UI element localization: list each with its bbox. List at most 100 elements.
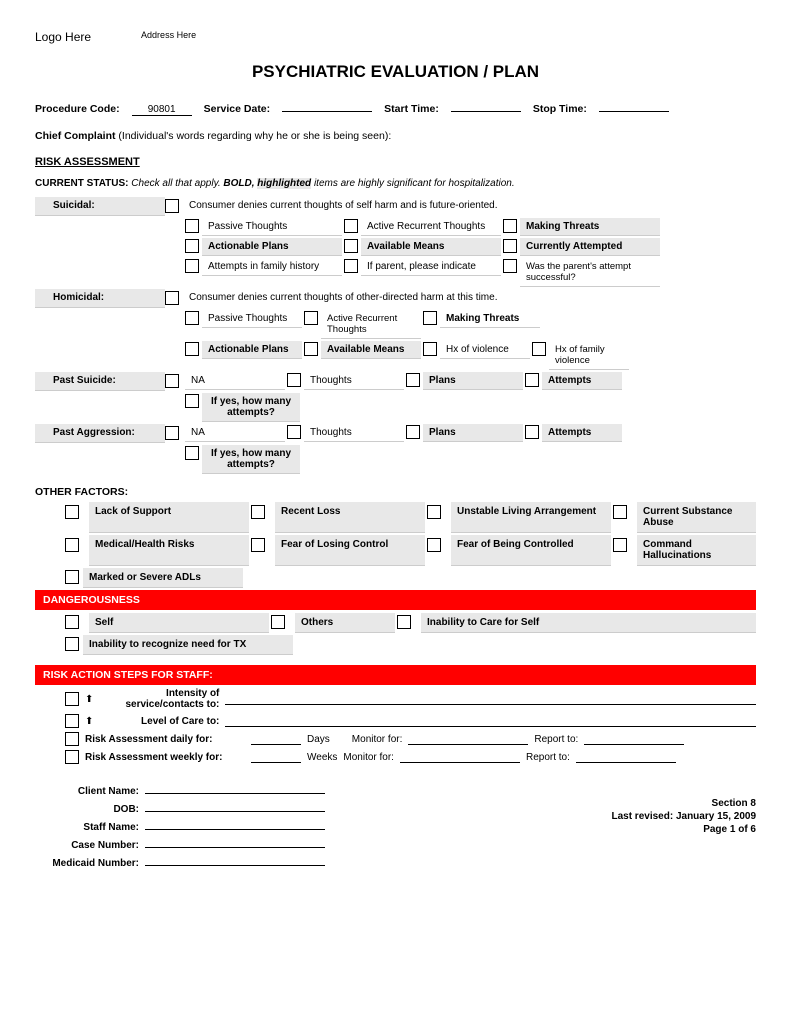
status-highlighted: highlighted	[257, 178, 311, 189]
checkbox[interactable]	[65, 505, 79, 519]
checkbox[interactable]	[406, 373, 420, 387]
item-label: Thoughts	[304, 424, 404, 442]
item-label: If yes, how many attempts?	[202, 445, 300, 474]
item-label: Fear of Being Controlled	[451, 535, 611, 566]
checkbox[interactable]	[525, 373, 539, 387]
procedure-code-label: Procedure Code:	[35, 103, 120, 115]
stop-time-input[interactable]	[599, 100, 669, 112]
checkbox[interactable]	[65, 637, 79, 651]
service-date-input[interactable]	[282, 100, 372, 112]
checkbox[interactable]	[65, 538, 79, 552]
item-label: NA	[185, 372, 285, 390]
checkbox[interactable]	[65, 714, 79, 728]
monitor-label: Monitor for:	[352, 734, 403, 745]
item-label: Marked or Severe ADLs	[83, 568, 243, 588]
checkbox[interactable]	[251, 538, 265, 552]
other-factors-head: OTHER FACTORS:	[35, 486, 756, 498]
checkbox[interactable]	[185, 219, 199, 233]
suicidal-deny-text: Consumer denies current thoughts of self…	[185, 197, 756, 216]
up-arrow-icon: ⬆	[85, 716, 93, 727]
checkbox[interactable]	[185, 342, 199, 356]
report-input[interactable]	[584, 733, 684, 745]
weeks-input[interactable]	[251, 751, 301, 763]
report-label: Report to:	[526, 752, 570, 763]
checkbox[interactable]	[65, 692, 79, 706]
item-label: Self	[89, 613, 269, 633]
item-label: Others	[295, 613, 395, 633]
risk-assessment-head: RISK ASSESSMENT	[35, 156, 756, 168]
checkbox[interactable]	[65, 750, 79, 764]
item-label: Active Recurrent Thoughts	[361, 218, 501, 236]
checkbox[interactable]	[65, 570, 79, 584]
checkbox[interactable]	[344, 239, 358, 253]
checkbox[interactable]	[423, 342, 437, 356]
checkbox[interactable]	[613, 538, 627, 552]
start-time-input[interactable]	[451, 100, 521, 112]
checkbox[interactable]	[185, 259, 199, 273]
item-label: Attempts in family history	[202, 258, 342, 276]
checkbox[interactable]	[525, 425, 539, 439]
days-input[interactable]	[251, 733, 301, 745]
up-arrow-icon: ⬆	[85, 694, 93, 705]
checkbox[interactable]	[532, 342, 546, 356]
client-name-input[interactable]	[145, 782, 325, 794]
checkbox[interactable]	[287, 425, 301, 439]
suicidal-deny-checkbox[interactable]	[165, 199, 179, 213]
dob-input[interactable]	[145, 800, 325, 812]
item-label: Passive Thoughts	[202, 218, 342, 236]
checkbox[interactable]	[165, 374, 179, 388]
checkbox[interactable]	[613, 505, 627, 519]
checkbox[interactable]	[304, 342, 318, 356]
start-time-label: Start Time:	[384, 103, 439, 115]
item-label: Unstable Living Arrangement	[451, 502, 611, 533]
checkbox[interactable]	[65, 615, 79, 629]
item-label: NA	[185, 424, 285, 442]
procedure-code-value[interactable]: 90801	[132, 104, 192, 116]
item-label: Inability to Care for Self	[421, 613, 756, 633]
checkbox[interactable]	[503, 259, 517, 273]
checkbox[interactable]	[344, 259, 358, 273]
daily-label: Risk Assessment daily for:	[85, 734, 245, 745]
item-label: Plans	[423, 372, 523, 390]
monitor-input[interactable]	[400, 751, 520, 763]
item-label: Medical/Health Risks	[89, 535, 249, 566]
item-label: Active Recurrent Thoughts	[321, 310, 421, 339]
item-label: Thoughts	[304, 372, 404, 390]
homicidal-deny-text: Consumer denies current thoughts of othe…	[185, 289, 756, 308]
homicidal-deny-checkbox[interactable]	[165, 291, 179, 305]
checkbox[interactable]	[406, 425, 420, 439]
address-placeholder: Address Here	[141, 30, 196, 44]
checkbox[interactable]	[503, 239, 517, 253]
item-label: Hx of violence	[440, 341, 530, 359]
checkbox[interactable]	[344, 219, 358, 233]
report-input[interactable]	[576, 751, 676, 763]
status-bold: BOLD,	[223, 178, 254, 189]
checkbox[interactable]	[304, 311, 318, 325]
checkbox[interactable]	[185, 239, 199, 253]
intensity-input[interactable]	[225, 693, 756, 705]
service-date-label: Service Date:	[204, 103, 271, 115]
checkbox[interactable]	[423, 311, 437, 325]
medicaid-number-input[interactable]	[145, 854, 325, 866]
monitor-input[interactable]	[408, 733, 528, 745]
item-label: Was the parent's attempt successful?	[520, 258, 660, 287]
checkbox[interactable]	[185, 446, 199, 460]
checkbox[interactable]	[287, 373, 301, 387]
checkbox[interactable]	[427, 538, 441, 552]
item-label: If parent, please indicate	[361, 258, 501, 276]
checkbox[interactable]	[251, 505, 265, 519]
checkbox[interactable]	[503, 219, 517, 233]
staff-name-input[interactable]	[145, 818, 325, 830]
risk-action-head: RISK ACTION STEPS FOR STAFF:	[35, 665, 756, 685]
checkbox[interactable]	[427, 505, 441, 519]
checkbox[interactable]	[185, 311, 199, 325]
item-label: Attempts	[542, 424, 622, 442]
checkbox[interactable]	[65, 732, 79, 746]
item-label: Passive Thoughts	[202, 310, 302, 328]
checkbox[interactable]	[165, 426, 179, 440]
checkbox[interactable]	[397, 615, 411, 629]
checkbox[interactable]	[271, 615, 285, 629]
level-input[interactable]	[225, 715, 756, 727]
checkbox[interactable]	[185, 394, 199, 408]
case-number-input[interactable]	[145, 836, 325, 848]
